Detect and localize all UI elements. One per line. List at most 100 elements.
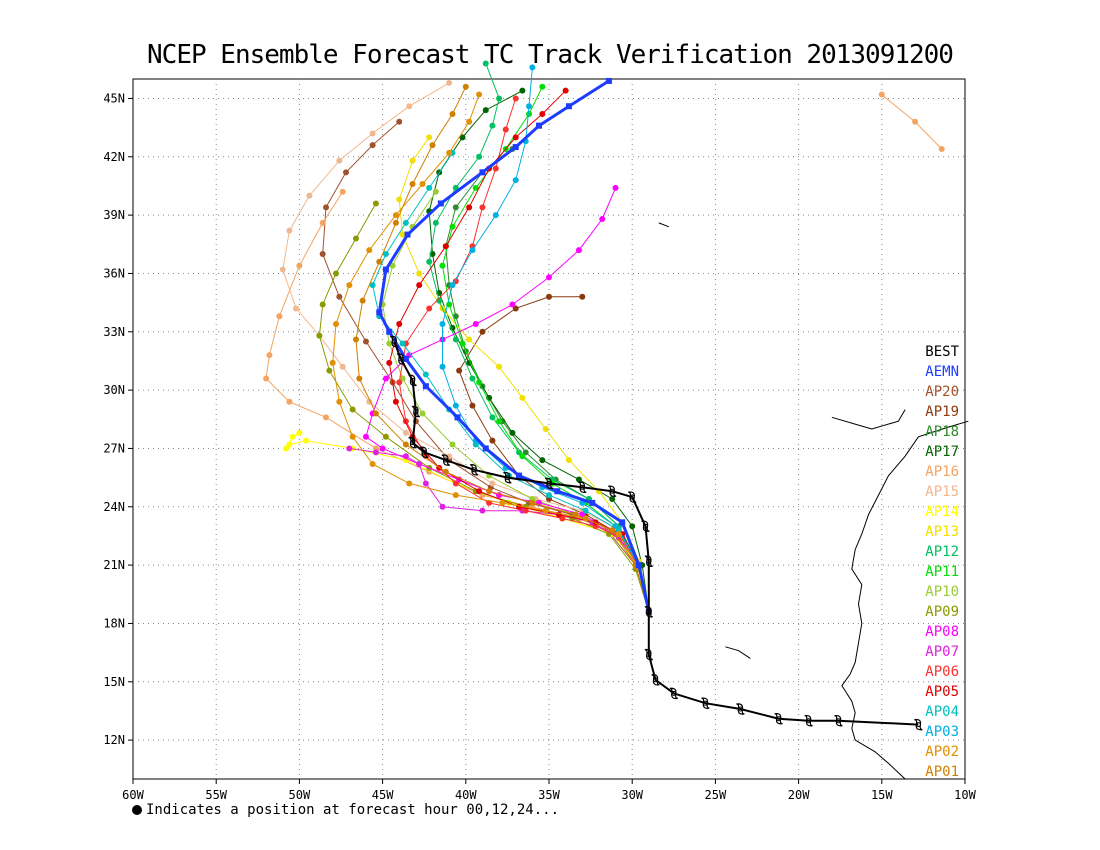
hurricane-symbol-icon bbox=[651, 674, 660, 686]
member-track-point bbox=[419, 410, 426, 417]
member-track-point bbox=[479, 328, 486, 335]
member-track-point bbox=[396, 321, 403, 327]
member-track-point bbox=[459, 340, 466, 347]
member-track-point bbox=[912, 118, 919, 125]
lat-tick-label: 30N bbox=[103, 383, 125, 397]
member-track-point bbox=[546, 293, 552, 300]
member-track-line bbox=[322, 121, 650, 612]
legend-entry: AP08 bbox=[925, 624, 959, 640]
hurricane-symbol-icon bbox=[644, 555, 653, 567]
member-track-point bbox=[615, 531, 622, 537]
member-track-point bbox=[296, 262, 303, 269]
member-track-point bbox=[382, 375, 389, 382]
hurricane-symbol-eye bbox=[609, 488, 615, 494]
legend-entry: AP17 bbox=[925, 444, 959, 460]
member-track-point bbox=[452, 204, 459, 211]
member-track-point bbox=[476, 91, 483, 98]
member-track-point bbox=[369, 130, 376, 137]
member-track-point bbox=[449, 111, 456, 117]
lat-tick-label: 21N bbox=[103, 558, 125, 572]
member-track-point bbox=[579, 293, 586, 300]
member-track-point bbox=[402, 441, 409, 448]
member-track-point bbox=[286, 398, 293, 405]
member-track-point bbox=[303, 437, 310, 444]
hurricane-symbol-icon bbox=[390, 335, 399, 348]
hurricane-symbol-icon bbox=[420, 446, 429, 459]
member-track bbox=[319, 118, 652, 615]
legend-entry: AP10 bbox=[925, 584, 959, 600]
member-track-point bbox=[336, 398, 343, 405]
hurricane-symbol-icon bbox=[834, 714, 843, 727]
hurricane-symbol-icon bbox=[408, 436, 417, 449]
member-track-point bbox=[449, 282, 456, 289]
member-track-point bbox=[496, 363, 503, 370]
legend-entry: AP16 bbox=[925, 464, 959, 480]
member-track-line bbox=[442, 67, 650, 612]
footnote-text: Indicates a position at forecast hour 00… bbox=[146, 802, 560, 818]
hurricane-symbol-eye bbox=[546, 480, 552, 486]
member-track-point bbox=[323, 414, 330, 421]
member-track-point bbox=[399, 340, 406, 347]
aemn-track-line bbox=[377, 79, 651, 613]
hurricane-symbol-icon bbox=[914, 718, 923, 731]
hurricane-symbol-eye bbox=[646, 652, 652, 658]
lon-tick-label: 30W bbox=[621, 788, 643, 802]
member-track-point bbox=[402, 453, 409, 460]
member-track-point bbox=[599, 216, 606, 222]
member-track-point bbox=[372, 410, 379, 417]
hurricane-symbol-eye bbox=[443, 457, 449, 463]
legend-entry: BEST bbox=[925, 344, 959, 360]
member-track-point bbox=[349, 406, 356, 413]
aemn-track-point bbox=[479, 169, 486, 176]
member-track-point bbox=[392, 212, 399, 219]
hurricane-symbol-eye bbox=[702, 700, 708, 706]
member-track-point bbox=[329, 359, 336, 366]
member-track-point bbox=[419, 181, 426, 187]
member-track-point bbox=[396, 196, 403, 203]
member-track-point bbox=[346, 445, 353, 452]
aemn-track-point bbox=[376, 309, 383, 316]
member-track-point bbox=[286, 227, 293, 234]
legend-entry: AP11 bbox=[925, 564, 959, 580]
member-track-point bbox=[422, 371, 429, 378]
member-track-point bbox=[336, 157, 343, 164]
hurricane-symbol-eye bbox=[398, 356, 404, 362]
lat-tick-label: 42N bbox=[103, 150, 125, 164]
member-track-line bbox=[372, 152, 650, 612]
member-track-point bbox=[386, 359, 393, 366]
member-track-line bbox=[881, 94, 943, 150]
member-track-point bbox=[486, 488, 493, 495]
member-track-point bbox=[938, 146, 945, 152]
coastlines bbox=[658, 222, 969, 780]
legend-entry: AP19 bbox=[925, 404, 959, 420]
member-track-point bbox=[522, 449, 529, 456]
legend-entry: AP15 bbox=[925, 484, 959, 500]
legend-entry: AP07 bbox=[925, 644, 959, 660]
member-track-point bbox=[263, 375, 270, 382]
member-track-point bbox=[452, 492, 459, 499]
hurricane-symbol-eye bbox=[646, 609, 652, 615]
member-track-point bbox=[526, 111, 533, 117]
member-track-point bbox=[369, 142, 376, 149]
member-track bbox=[346, 445, 652, 615]
hurricane-symbol-icon bbox=[774, 712, 783, 725]
lon-tick-label: 55W bbox=[205, 788, 227, 802]
member-track-point bbox=[416, 270, 423, 277]
member-track-point bbox=[492, 165, 499, 172]
member-track-point bbox=[362, 433, 369, 440]
member-track-line bbox=[318, 203, 650, 612]
member-track-point bbox=[396, 118, 403, 125]
hurricane-symbol-eye bbox=[806, 718, 812, 724]
member-track-point bbox=[442, 243, 449, 250]
member-track-point bbox=[346, 282, 353, 289]
member-track-point bbox=[469, 402, 476, 409]
member-track-point bbox=[326, 367, 333, 374]
member-track-point bbox=[542, 426, 549, 432]
member-track-point bbox=[509, 429, 516, 436]
hurricane-symbol-icon bbox=[408, 374, 417, 387]
member-track-point bbox=[519, 394, 526, 401]
aemn-track-point bbox=[619, 519, 626, 526]
lon-tick-label: 35W bbox=[538, 788, 560, 802]
member-track-point bbox=[369, 461, 376, 467]
member-track-point bbox=[376, 258, 383, 265]
